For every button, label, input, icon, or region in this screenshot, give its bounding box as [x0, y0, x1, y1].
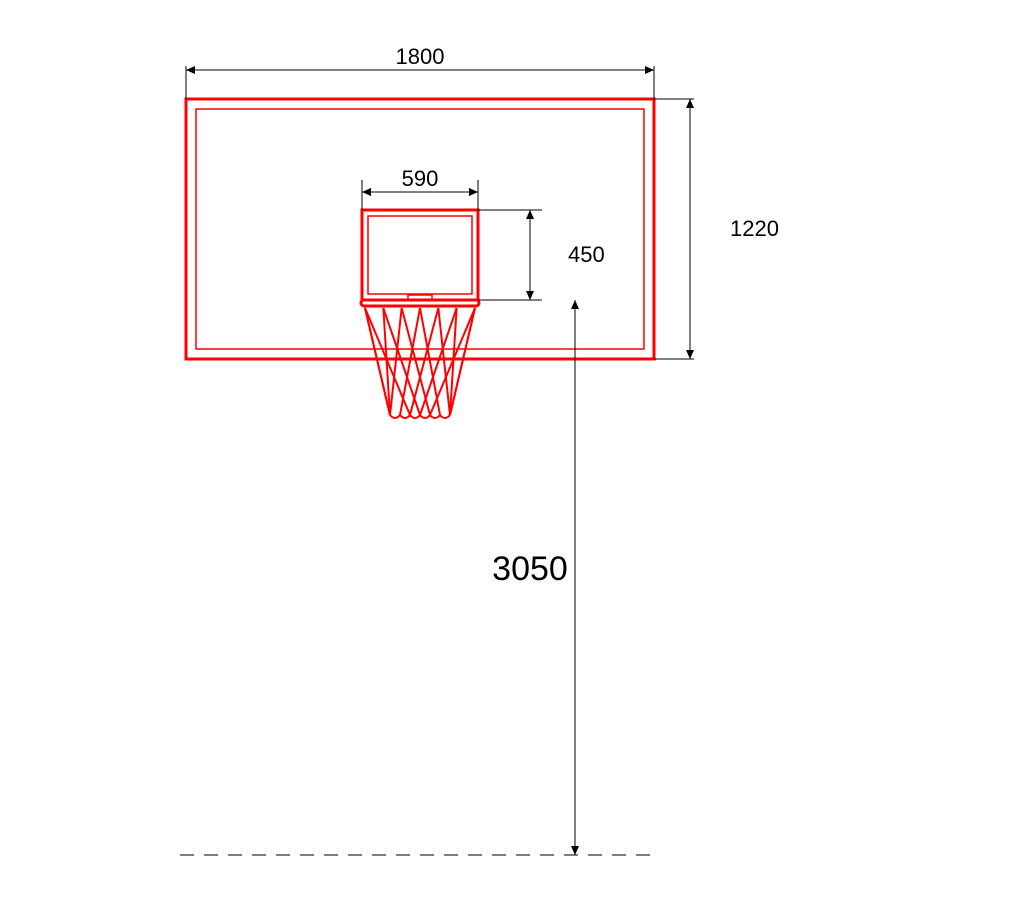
rim-mount [408, 295, 432, 300]
net-strand [410, 308, 438, 415]
net-strand [430, 308, 475, 415]
target-inner [368, 216, 472, 294]
dimension-label: 590 [402, 166, 439, 191]
dimension-label: 450 [568, 242, 605, 267]
target-outer [362, 210, 478, 300]
net-strand [390, 308, 402, 415]
backboard-diagram: 1800 1220 590 450 3050 [0, 0, 1024, 903]
dimension-label: 1800 [396, 44, 445, 69]
net-bottom [390, 415, 450, 418]
dimension-label: 1220 [730, 216, 779, 241]
backboard-outer [186, 99, 654, 359]
net-strand [438, 308, 450, 415]
rim [361, 300, 479, 306]
net-strand [400, 308, 420, 415]
dimension-label: 3050 [492, 550, 568, 588]
